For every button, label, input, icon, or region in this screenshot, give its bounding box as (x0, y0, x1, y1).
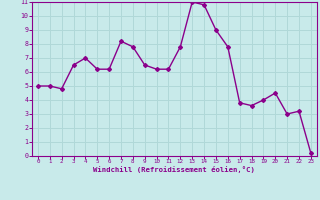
X-axis label: Windchill (Refroidissement éolien,°C): Windchill (Refroidissement éolien,°C) (93, 166, 255, 173)
